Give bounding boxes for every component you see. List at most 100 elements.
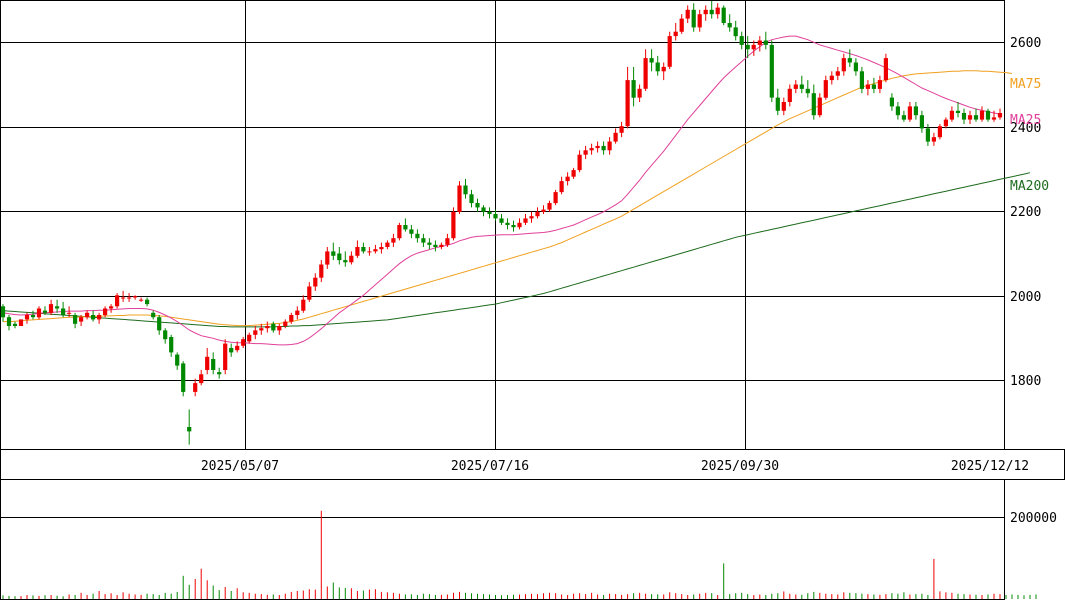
candle-body [187, 427, 192, 432]
candle-body [337, 253, 342, 261]
candle-body [817, 97, 822, 116]
candle-body [883, 58, 888, 81]
ma75-line [3, 70, 1013, 327]
candle-body [79, 317, 84, 322]
candle-body [391, 238, 396, 243]
candle-body [613, 132, 618, 142]
candle-body [115, 295, 120, 307]
candle-body [625, 80, 630, 127]
price-axis: 1800 2000 2200 2400 2600 [1010, 36, 1041, 389]
candle-body [493, 214, 498, 219]
candle-body [0, 306, 6, 318]
legend-ma75: MA75 [1010, 77, 1041, 92]
candle-body [277, 326, 282, 331]
candle-body [685, 9, 690, 19]
candle-body [6, 317, 12, 326]
candle-body [961, 113, 967, 120]
candle-body [295, 310, 300, 315]
candle-body [373, 249, 378, 252]
candle-body [265, 326, 270, 329]
price-tick-label-2200: 2200 [1010, 205, 1041, 220]
candle-body [355, 247, 360, 256]
candle-body [385, 242, 390, 247]
candle-body [469, 194, 474, 204]
candle-body [583, 150, 588, 155]
candle-body [223, 343, 228, 370]
candle-body [943, 119, 948, 127]
candle-body [361, 247, 366, 252]
ma75-polyline [3, 70, 1013, 327]
candle-body [991, 117, 997, 120]
candle-body [541, 209, 546, 212]
candle-body [979, 110, 985, 120]
candle-body [367, 251, 372, 253]
candle-body [445, 238, 450, 245]
candle-body [36, 308, 42, 318]
date-axis-band [0, 449, 1065, 480]
candle-body [24, 315, 30, 320]
candle-body [967, 115, 973, 120]
candle-body [205, 356, 210, 370]
candle-body [919, 115, 924, 129]
candle-body [715, 7, 720, 15]
candle-body [169, 337, 174, 353]
candle-body [829, 75, 834, 81]
candle-body [439, 244, 444, 247]
candle-body [901, 115, 906, 120]
candle-body [577, 154, 582, 171]
date-label-4: 2025/12/12 [951, 459, 1029, 474]
candle-body [475, 203, 480, 208]
candle-body [42, 310, 48, 313]
candle-body [193, 383, 198, 392]
candle-body [859, 71, 864, 89]
candle-body [769, 44, 774, 98]
candle-body [61, 308, 66, 316]
candle-body [379, 247, 384, 250]
candle-body [895, 106, 900, 116]
candle-body [499, 218, 504, 223]
candle-body [199, 374, 204, 384]
date-label-1: 2025/05/07 [201, 459, 279, 474]
candle-body [97, 315, 102, 320]
candle-body [505, 222, 510, 225]
candle-body [211, 359, 216, 370]
candle-body [415, 233, 420, 239]
date-label-2: 2025/07/16 [451, 459, 529, 474]
candle-body [673, 31, 678, 37]
candle-body [631, 80, 636, 98]
candle-body [127, 297, 132, 299]
candle-body [241, 339, 246, 346]
candle-body [535, 211, 540, 217]
candle-body [745, 44, 750, 50]
candle-body [799, 84, 804, 89]
candle-body [427, 242, 432, 245]
ma200-polyline [2, 172, 1031, 328]
candle-body [307, 286, 312, 300]
candle-body [313, 277, 318, 287]
candle-body [409, 229, 414, 234]
candle-body [259, 328, 264, 331]
candle-body [925, 128, 930, 142]
candle-body [823, 80, 828, 98]
candle-body [463, 185, 468, 195]
price-tick-label-2400: 2400 [1010, 121, 1041, 136]
candle-body [661, 66, 666, 72]
candle-body [403, 225, 408, 230]
candle-body [145, 299, 150, 305]
candle-body [889, 97, 894, 107]
candle-body [559, 181, 564, 193]
candle-body [163, 330, 168, 340]
candle-body [733, 27, 738, 37]
date-gridlines [0, 0, 1005, 518]
candle-body [847, 58, 852, 63]
candle-body [271, 323, 276, 331]
candle-body [121, 297, 126, 299]
candle-body [553, 192, 558, 204]
candle-body [595, 145, 600, 149]
candle-body [421, 238, 426, 243]
candle-body [853, 62, 858, 72]
candle-body [55, 306, 60, 309]
candle-body [253, 330, 258, 335]
candle-body [811, 93, 816, 116]
candle-body [157, 317, 162, 331]
